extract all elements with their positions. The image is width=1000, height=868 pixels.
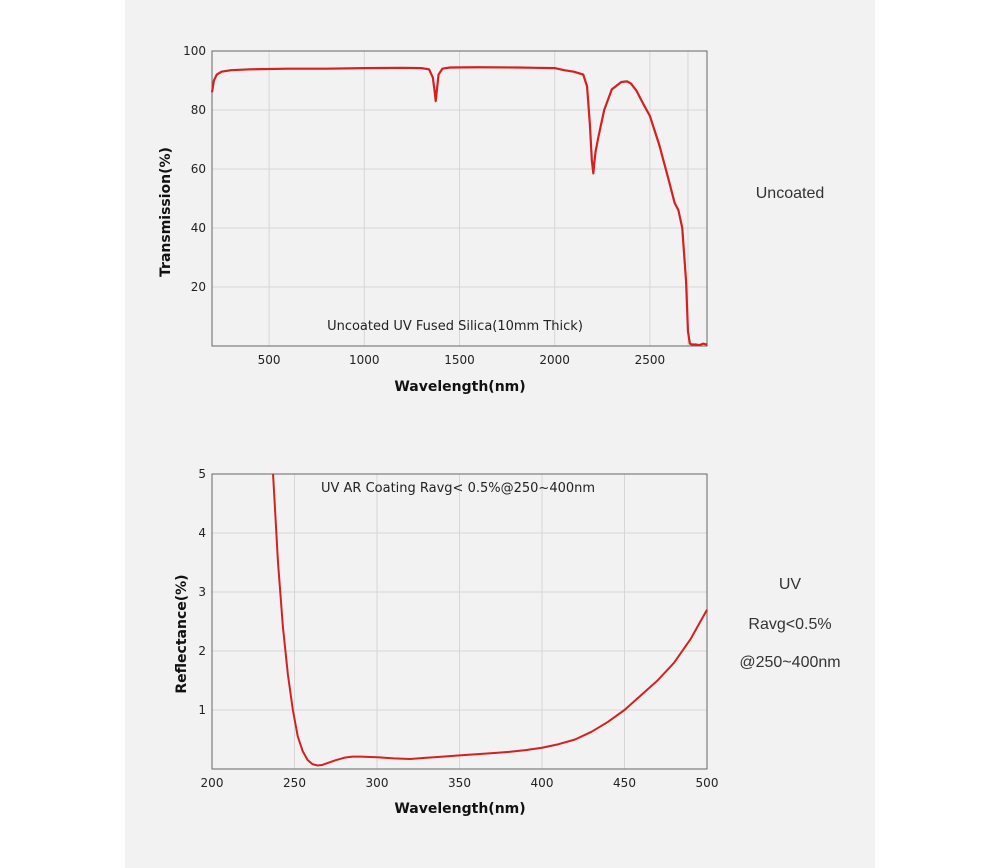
x-tick-label: 2000 [539, 353, 570, 367]
y-tick-label: 80 [191, 103, 206, 117]
grid [212, 474, 707, 769]
figure-panel [125, 0, 875, 868]
reflectance-line [272, 473, 708, 767]
side-note-uv: UV [778, 576, 802, 593]
x-tick-label: 2500 [635, 353, 666, 367]
chart-annotation: UV AR Coating Ravg< 0.5%@250~400nm [321, 481, 595, 496]
x-tick-label: 200 [201, 776, 224, 790]
x-axis-label: Wavelength(nm) [394, 801, 525, 817]
chart-annotation: Uncoated UV Fused Silica(10mm Thick) [327, 319, 583, 334]
y-tick-label: 20 [191, 280, 206, 294]
side-note-ravg: Ravg<0.5% [748, 616, 832, 633]
x-tick-label: 500 [696, 776, 719, 790]
x-tick-label: 350 [448, 776, 471, 790]
y-tick-label: 5 [198, 467, 206, 481]
x-tick-label: 300 [366, 776, 389, 790]
plot-frame [211, 473, 708, 770]
side-note-uncoated: Uncoated [755, 185, 825, 202]
transmission-chart: 500 1000 1500 2000 2500 20 40 60 80 100 Uncoated … [158, 44, 708, 395]
x-tick-label: 1000 [349, 353, 380, 367]
x-tick-label: 1500 [444, 353, 475, 367]
y-axis-label: Reflectance(%) [174, 574, 190, 693]
transmission-line [210, 66, 708, 347]
x-tick-label: 450 [613, 776, 636, 790]
y-tick-label: 1 [198, 703, 206, 717]
plot-frame [211, 50, 708, 347]
grid [212, 51, 707, 346]
side-note-range: @250~400nm [739, 654, 841, 671]
x-axis-label: Wavelength(nm) [394, 379, 525, 395]
y-axis-label: Transmission(%) [158, 147, 174, 277]
y-tick-label: 4 [198, 526, 206, 540]
y-tick-label: 40 [191, 221, 206, 235]
y-tick-label: 60 [191, 162, 206, 176]
x-tick-label: 400 [531, 776, 554, 790]
y-tick-label: 2 [198, 644, 206, 658]
y-tick-label: 3 [198, 585, 206, 599]
y-tick-label: 100 [183, 44, 206, 58]
x-tick-label: 500 [258, 353, 281, 367]
x-tick-label: 250 [283, 776, 306, 790]
